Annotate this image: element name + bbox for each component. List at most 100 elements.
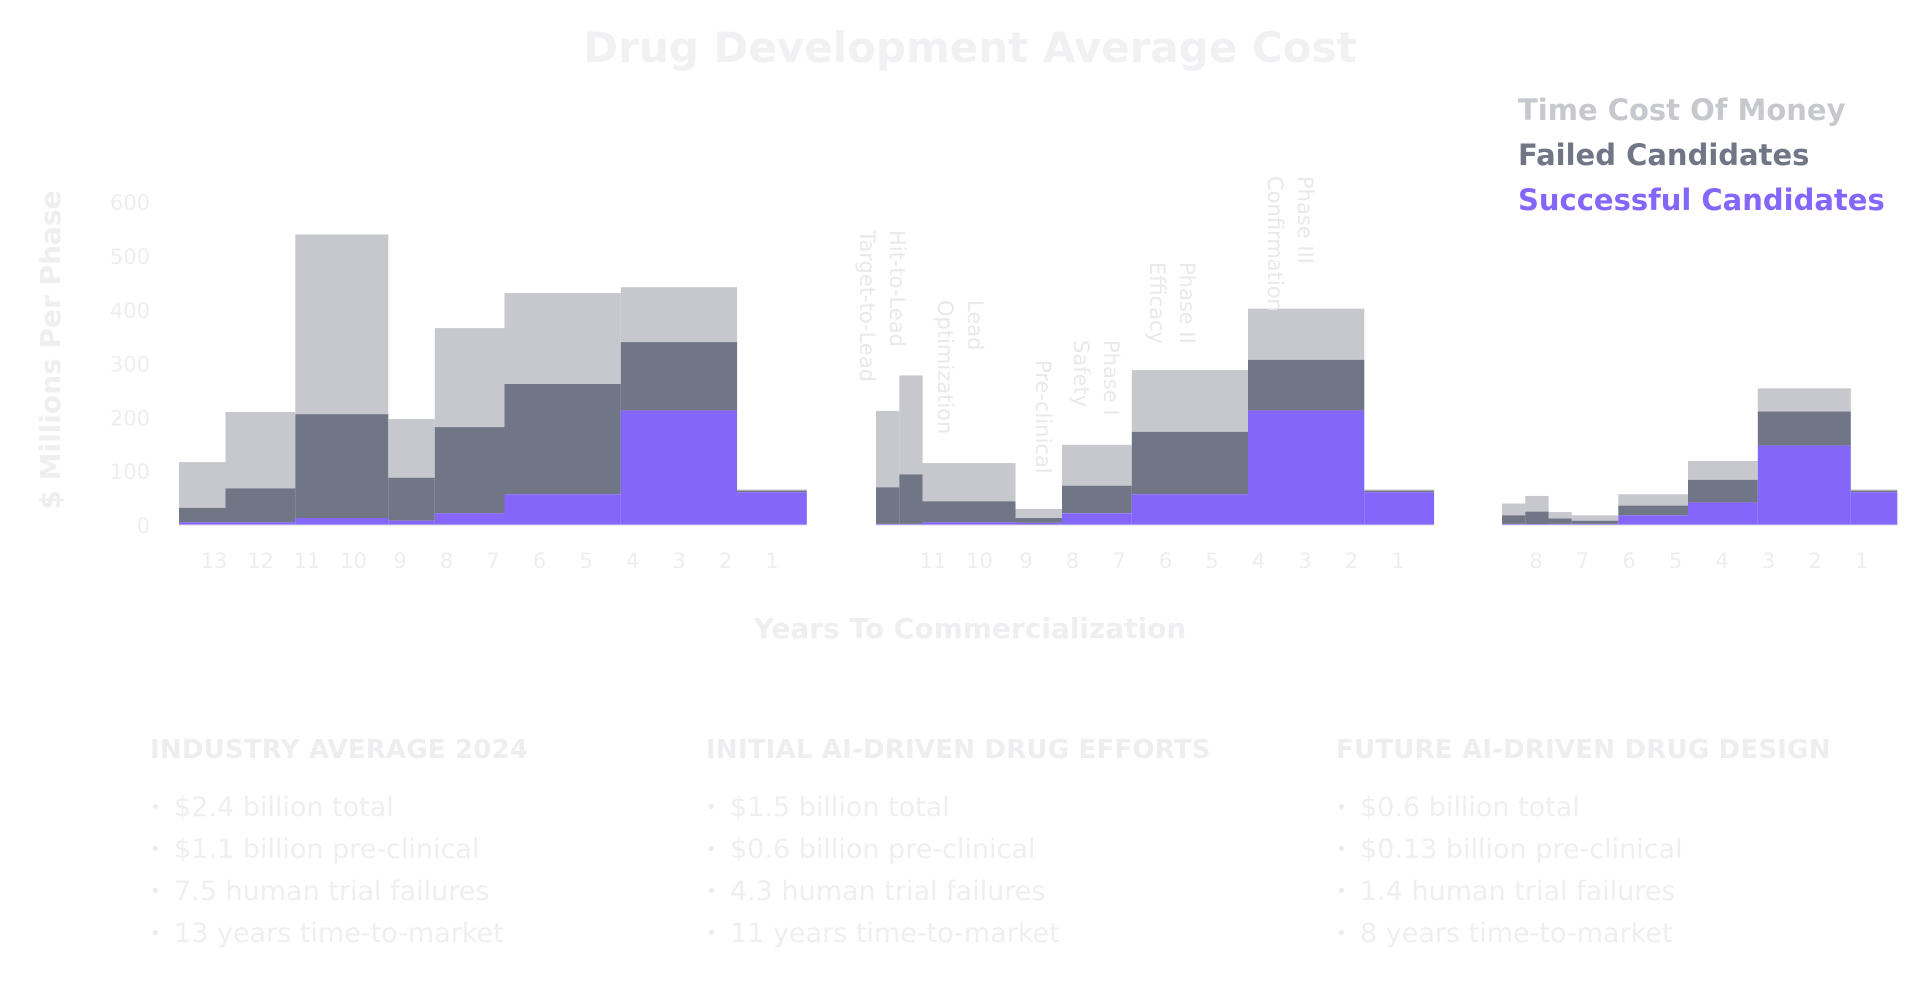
bar-successful <box>504 494 621 525</box>
phase-label: Pre-clinical <box>1031 360 1055 474</box>
bar-failed <box>620 342 738 411</box>
phase-label: LeadOptimization <box>933 300 987 434</box>
x-tick-label: 4 <box>626 549 639 573</box>
x-tick-label: 9 <box>1019 549 1032 573</box>
panel-item: $0.13 billion pre-clinical <box>1336 829 1856 871</box>
x-tick-label: 6 <box>1159 549 1172 573</box>
bar-time-cost <box>922 463 1016 502</box>
phase-labels: Hit-to-LeadTarget-to-Lead LeadOptimizatio… <box>855 176 1317 474</box>
x-axis-title: Years To Commercialization <box>753 612 1187 645</box>
bar-failed <box>225 488 296 523</box>
phase-label: Phase IIIConfirmation <box>1263 176 1317 312</box>
panel-industry-average: INDUSTRY AVERAGE 2024 $2.4 billion total… <box>150 735 670 955</box>
bar-time-cost <box>1015 508 1062 518</box>
panel-heading: INDUSTRY AVERAGE 2024 <box>150 735 529 765</box>
bar-successful <box>1015 522 1062 525</box>
bar-time-cost <box>1502 503 1526 516</box>
bar-time-cost <box>1757 388 1851 412</box>
bar-successful <box>1502 523 1526 525</box>
x-tick-label: 3 <box>672 549 685 573</box>
x-tick-label: 10 <box>340 549 367 573</box>
bar-successful <box>899 523 923 525</box>
bar-failed <box>1248 359 1365 411</box>
bar-failed <box>1364 490 1435 493</box>
bar-successful <box>1688 502 1758 525</box>
bar-successful <box>1248 410 1365 525</box>
panel-item: 13 years time-to-market <box>150 913 670 955</box>
bar-time-cost <box>1618 494 1689 506</box>
y-axis-ticks: 600 500 400 300 200 100 0 <box>110 191 150 538</box>
bar-successful <box>1525 523 1549 525</box>
x-tick-label: 7 <box>1112 549 1125 573</box>
x-tick-label: 8 <box>1529 549 1542 573</box>
x-tick-label: 1 <box>765 549 778 573</box>
bar-failed <box>1548 518 1572 524</box>
bar-failed <box>504 384 621 495</box>
bar-time-cost <box>179 462 226 508</box>
bar-time-cost <box>737 489 807 491</box>
panel-initial-ai: INITIAL AI-DRIVEN DRUG EFFORTS $1.5 bill… <box>706 735 1226 955</box>
panel-item: 1.4 human trial failures <box>1336 871 1856 913</box>
panel-list: $0.6 billion total $0.13 billion pre-cli… <box>1336 787 1856 955</box>
x-tick-label: 2 <box>1345 549 1358 573</box>
bar-time-cost <box>388 419 435 478</box>
bar-successful <box>876 523 900 525</box>
bar-failed <box>1525 511 1549 524</box>
x-tick-label: 11 <box>294 549 321 573</box>
y-tick-label: 0 <box>137 514 150 538</box>
bar-successful <box>179 522 226 525</box>
bar-time-cost <box>1248 308 1365 360</box>
bar-successful <box>1548 523 1572 525</box>
x-tick-label: 11 <box>920 549 947 573</box>
y-tick-label: 400 <box>110 299 150 323</box>
x-axis-ticks: 13 12 11 10 9 8 7 6 5 4 3 2 1 11 10 9 8 7 6 5 4 3 2 1 8 7 6 5 4 3 2 1 <box>201 549 1869 573</box>
bar-failed <box>434 427 505 514</box>
x-tick-label: 1 <box>1391 549 1404 573</box>
bar-successful <box>1757 445 1851 525</box>
bars-layer <box>179 234 1898 526</box>
bar-failed <box>1850 490 1898 493</box>
x-tick-label: 12 <box>247 549 274 573</box>
bar-failed <box>1688 479 1758 503</box>
x-tick-label: 5 <box>1205 549 1218 573</box>
bar-successful <box>1062 513 1132 525</box>
bar-time-cost <box>295 234 389 415</box>
x-tick-label: 13 <box>201 549 228 573</box>
x-tick-label: 3 <box>1298 549 1311 573</box>
bar-time-cost <box>899 375 923 475</box>
bar-time-cost <box>1525 495 1549 512</box>
x-tick-label: 7 <box>486 549 499 573</box>
bar-successful <box>225 522 296 525</box>
bar-successful <box>1571 523 1619 525</box>
y-tick-label: 100 <box>110 460 150 484</box>
bar-time-cost <box>1548 512 1572 519</box>
bar-successful <box>434 513 505 525</box>
bar-failed <box>1571 520 1619 524</box>
x-tick-label: 5 <box>1669 549 1682 573</box>
bar-time-cost <box>434 328 505 428</box>
x-tick-label: 9 <box>393 549 406 573</box>
x-tick-label: 4 <box>1252 549 1265 573</box>
bar-successful <box>737 492 807 525</box>
bar-time-cost <box>1571 515 1619 521</box>
bar-successful <box>295 518 389 525</box>
bar-time-cost <box>1688 461 1758 480</box>
bar-successful <box>922 522 1016 525</box>
bar-failed <box>179 507 226 523</box>
bar-time-cost <box>1850 489 1898 491</box>
bar-time-cost <box>504 293 621 384</box>
bar-successful <box>1618 515 1689 525</box>
bar-time-cost <box>620 287 738 343</box>
bar-failed <box>1502 515 1526 524</box>
bar-failed <box>737 490 807 493</box>
bar-time-cost <box>225 412 296 489</box>
legend-failed: Failed Candidates <box>1518 138 1809 172</box>
x-tick-label: 4 <box>1715 549 1728 573</box>
panel-heading: INITIAL AI-DRIVEN DRUG EFFORTS <box>706 735 1211 765</box>
y-tick-label: 600 <box>110 191 150 215</box>
panel-item: $0.6 billion pre-clinical <box>706 829 1226 871</box>
phase-label: Hit-to-LeadTarget-to-Lead <box>855 229 909 382</box>
panel-item: $0.6 billion total <box>1336 787 1856 829</box>
bar-failed <box>899 474 923 524</box>
